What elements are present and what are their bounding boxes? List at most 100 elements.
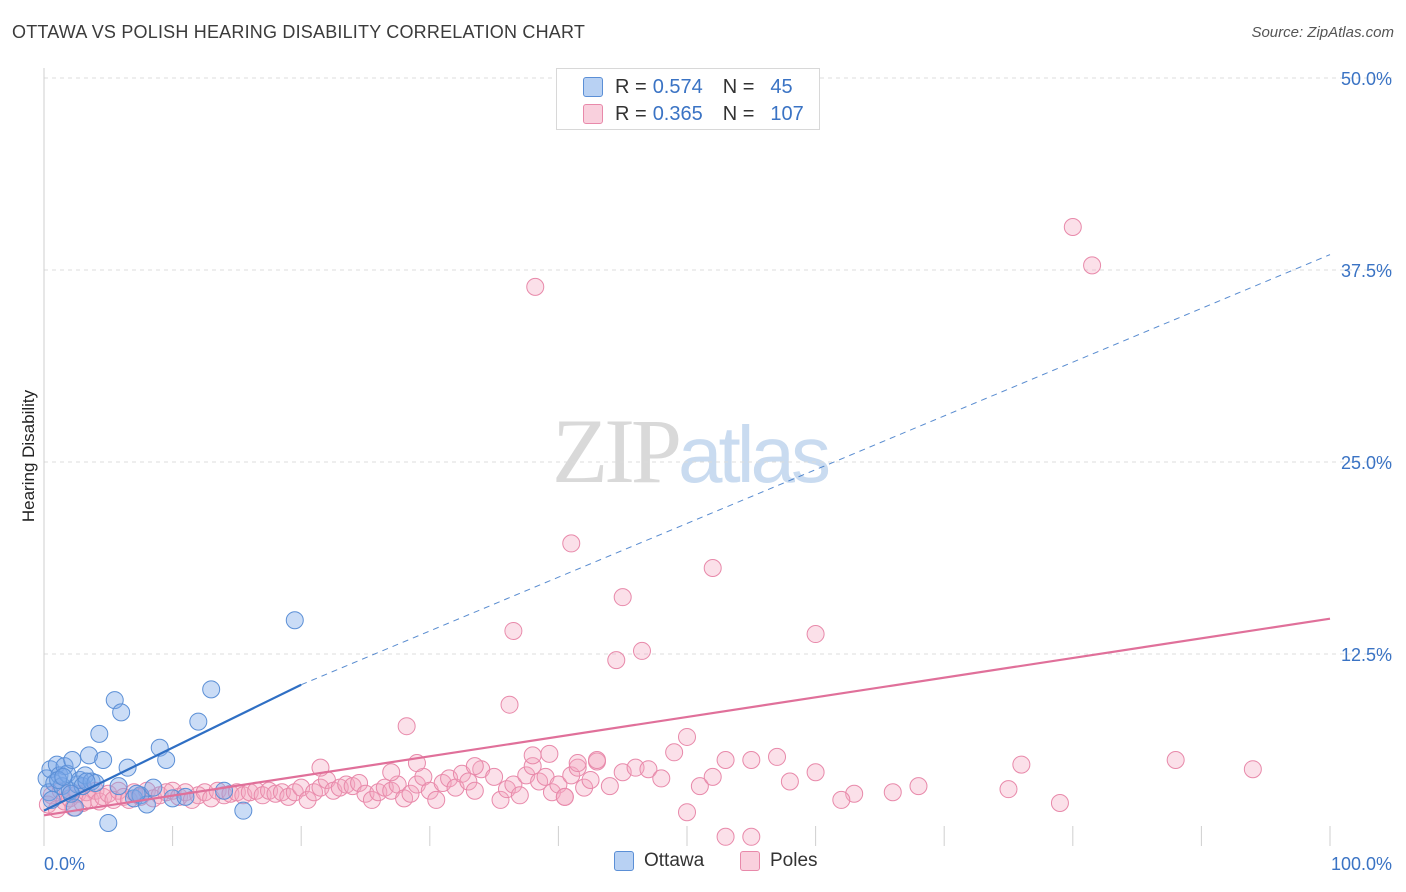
chart-title: OTTAWA VS POLISH HEARING DISABILITY CORR… bbox=[12, 22, 586, 42]
poles-point bbox=[540, 744, 559, 763]
ottawa-label: Ottawa bbox=[644, 850, 705, 871]
legend-n-value: 45 bbox=[770, 75, 793, 98]
poles-point bbox=[678, 727, 696, 746]
poles-point bbox=[1243, 760, 1262, 779]
ottawa-trend-line bbox=[43, 683, 302, 812]
poles-point bbox=[1012, 755, 1031, 774]
legend-n-label: N = bbox=[722, 102, 755, 125]
poles-point bbox=[883, 783, 902, 802]
poles-point bbox=[768, 747, 787, 766]
poles-point bbox=[999, 780, 1018, 799]
poles-point bbox=[909, 777, 928, 796]
poles-point bbox=[1063, 217, 1082, 236]
watermark-atlas: atlas bbox=[678, 410, 831, 499]
ottawa-point bbox=[49, 770, 68, 789]
source-label: Source: ZipAtlas.com bbox=[1251, 24, 1394, 41]
correlation-legend: R = 0.574 N = 45 R = 0.365 N = 107 bbox=[556, 68, 820, 130]
poles-point bbox=[382, 763, 401, 782]
legend-r-label: R = bbox=[615, 102, 647, 125]
series-legend: Ottawa Poles bbox=[0, 850, 1406, 878]
x-tick-label: 0.0% bbox=[44, 854, 85, 874]
poles-point bbox=[337, 775, 356, 794]
poles-point bbox=[581, 770, 600, 789]
poles-point bbox=[526, 277, 545, 296]
legend-n-value: 107 bbox=[770, 102, 804, 125]
legend-r-label: R = bbox=[615, 75, 647, 98]
legend-row-poles: R = 0.365 N = 107 bbox=[583, 101, 804, 127]
poles-point bbox=[555, 787, 574, 806]
poles-point bbox=[1083, 256, 1102, 275]
poles-point bbox=[523, 757, 542, 776]
poles-point bbox=[465, 757, 484, 776]
poles-point bbox=[279, 787, 298, 806]
ottawa-point bbox=[99, 813, 118, 832]
legend-item-poles[interactable]: Poles bbox=[740, 850, 818, 872]
poles-point bbox=[806, 763, 825, 782]
poles-point bbox=[500, 695, 519, 714]
poles-point bbox=[397, 717, 416, 736]
poles-point bbox=[587, 750, 606, 769]
watermark-zip: ZIP bbox=[552, 400, 682, 502]
ottawa-point bbox=[144, 778, 163, 797]
poles-point bbox=[401, 784, 420, 803]
poles-point bbox=[652, 769, 671, 788]
poles-point bbox=[639, 760, 658, 779]
poles-point bbox=[427, 790, 446, 809]
ottawa-point bbox=[63, 750, 82, 769]
y-tick-label: 37.5% bbox=[1341, 261, 1392, 281]
legend-swatch-ottawa bbox=[583, 77, 603, 97]
poles-point bbox=[678, 803, 696, 822]
poles-point bbox=[742, 827, 761, 846]
poles-point bbox=[716, 827, 735, 846]
poles-point bbox=[491, 790, 510, 809]
ottawa-point bbox=[285, 611, 304, 630]
ottawa-point bbox=[202, 680, 221, 699]
poles-point bbox=[272, 783, 291, 802]
poles-point bbox=[703, 767, 722, 786]
poles-point bbox=[832, 790, 851, 809]
legend-n-label: N = bbox=[722, 75, 755, 98]
ottawa-point bbox=[90, 724, 109, 743]
poles-point bbox=[485, 767, 504, 786]
poles-point bbox=[530, 772, 549, 791]
poles-point bbox=[465, 781, 484, 800]
poles-point bbox=[600, 777, 619, 796]
ottawa-points bbox=[37, 611, 304, 832]
poles-point bbox=[742, 750, 761, 769]
x-tick-label: 100.0% bbox=[1331, 854, 1392, 874]
poles-points bbox=[38, 217, 1262, 846]
axes bbox=[43, 68, 1331, 846]
ottawa-point bbox=[234, 801, 253, 820]
ottawa-point bbox=[80, 746, 99, 765]
poles-point bbox=[510, 786, 529, 805]
trend-lines bbox=[43, 254, 1331, 817]
ottawa-point bbox=[189, 712, 208, 731]
tick-labels: 12.5% 25.0% 37.5% 50.0% 0.0% 100.0% Hearing Di… bbox=[19, 69, 1392, 874]
poles-point bbox=[613, 588, 632, 607]
poles-point bbox=[1166, 750, 1185, 769]
y-tick-label: 50.0% bbox=[1341, 69, 1392, 89]
poles-point bbox=[350, 774, 369, 793]
poles-point bbox=[690, 777, 709, 796]
poles-point bbox=[780, 772, 799, 791]
ottawa-point bbox=[176, 787, 195, 806]
ottawa-point bbox=[109, 777, 128, 796]
poles-trend-line bbox=[43, 617, 1331, 817]
ottawa-point bbox=[112, 703, 131, 722]
ottawa-swatch bbox=[614, 851, 634, 871]
ottawa-trend-extension bbox=[301, 254, 1331, 686]
poles-swatch bbox=[740, 851, 760, 871]
poles-point bbox=[504, 775, 523, 794]
poles-point bbox=[504, 621, 523, 640]
legend-r-value: 0.365 bbox=[652, 102, 703, 125]
ottawa-point bbox=[215, 781, 234, 800]
y-tick-label: 25.0% bbox=[1341, 453, 1392, 473]
poles-label: Poles bbox=[770, 850, 818, 871]
poles-point bbox=[716, 750, 735, 769]
poles-point bbox=[665, 743, 684, 762]
legend-item-ottawa[interactable]: Ottawa bbox=[614, 850, 704, 872]
poles-point bbox=[523, 746, 542, 765]
poles-point bbox=[607, 651, 626, 670]
ottawa-point bbox=[54, 767, 73, 786]
